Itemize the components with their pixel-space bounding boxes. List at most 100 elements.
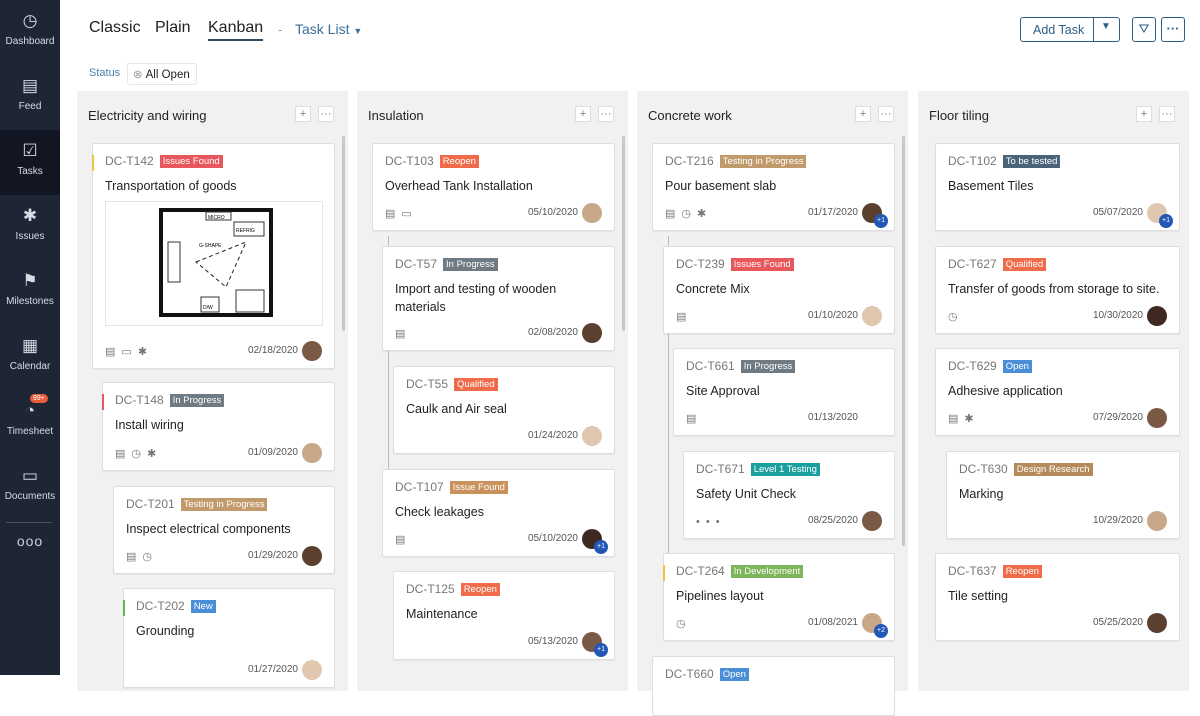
task-title[interactable]: Pour basement slab bbox=[665, 179, 777, 193]
status-badge[interactable]: In Progress bbox=[169, 394, 225, 407]
status-badge[interactable]: Open bbox=[1002, 360, 1032, 373]
more-options-icon[interactable]: ··· bbox=[1161, 17, 1185, 42]
status-badge[interactable]: Qualified bbox=[454, 378, 498, 391]
bug-icon[interactable]: ✱ bbox=[964, 413, 980, 425]
task-card[interactable]: DC-T637 Reopen Tile setting 05/25/2020 bbox=[935, 553, 1180, 641]
more-icon[interactable]: ••• bbox=[696, 516, 726, 528]
task-id[interactable]: DC-T264 bbox=[676, 564, 725, 578]
column-menu-button[interactable]: ··· bbox=[318, 106, 334, 122]
task-title[interactable]: Caulk and Air seal bbox=[406, 402, 507, 416]
task-title[interactable]: Overhead Tank Installation bbox=[385, 179, 533, 193]
feed-icon[interactable]: ▤ bbox=[948, 413, 965, 425]
task-title[interactable]: Inspect electrical components bbox=[126, 522, 291, 536]
clear-filter-icon[interactable]: ⊗ bbox=[133, 69, 143, 81]
task-title[interactable]: Grounding bbox=[136, 624, 195, 638]
task-card[interactable]: DC-T102 To be tested Basement Tiles 05/07/2… bbox=[935, 143, 1180, 231]
status-badge[interactable]: New bbox=[190, 600, 216, 613]
filter-icon[interactable]: ⛛ bbox=[1132, 17, 1156, 42]
assignee-avatar[interactable] bbox=[582, 323, 602, 343]
task-title[interactable]: Maintenance bbox=[406, 607, 478, 621]
more-assignees-badge[interactable]: +1 bbox=[874, 214, 888, 228]
sidebar-item-tasks[interactable]: ☑ Tasks bbox=[0, 130, 60, 195]
task-card[interactable]: DC-T239 Issues Found Concrete Mix ▤ 01/10/20… bbox=[663, 246, 895, 334]
feed-icon[interactable]: ▤ bbox=[665, 208, 682, 220]
feed-icon[interactable]: ▤ bbox=[105, 346, 122, 358]
more-assignees-badge[interactable]: +1 bbox=[594, 643, 608, 657]
task-id[interactable]: DC-T142 bbox=[105, 154, 154, 168]
task-list-dropdown[interactable]: Task List ▼ bbox=[295, 21, 362, 37]
feed-icon[interactable]: ▤ bbox=[686, 413, 703, 425]
task-id[interactable]: DC-T148 bbox=[115, 393, 164, 407]
task-card[interactable]: DC-T660 Open bbox=[652, 656, 895, 716]
add-card-button[interactable]: + bbox=[855, 106, 871, 122]
sidebar-item-calendar[interactable]: ▦ Calendar bbox=[0, 325, 60, 390]
attachment-floorplan-image[interactable]: MICRO REFRIG G-SHAPE D/W bbox=[105, 201, 323, 326]
status-badge[interactable]: Level 1 Testing bbox=[750, 463, 820, 476]
status-badge[interactable]: In Progress bbox=[740, 360, 796, 373]
task-card[interactable]: DC-T671 Level 1 Testing Safety Unit Check •… bbox=[683, 451, 895, 539]
status-badge[interactable]: In Progress bbox=[443, 258, 498, 271]
status-badge[interactable]: To be tested bbox=[1002, 155, 1061, 168]
task-title[interactable]: Check leakages bbox=[395, 505, 484, 519]
bug-icon[interactable]: ✱ bbox=[147, 448, 163, 460]
task-card[interactable]: DC-T661 In Progress Site Approval ▤ 01/13/20… bbox=[673, 348, 895, 436]
task-id[interactable]: DC-T201 bbox=[126, 497, 175, 511]
feed-icon[interactable]: ▤ bbox=[126, 551, 143, 563]
assignee-avatar[interactable] bbox=[862, 511, 882, 531]
status-badge[interactable]: Testing in Progress bbox=[719, 155, 807, 168]
task-id[interactable]: DC-T57 bbox=[395, 257, 438, 271]
feed-icon[interactable]: ▤ bbox=[115, 448, 132, 460]
task-card[interactable]: DC-T125 Reopen Maintenance 05/13/2020 +1 bbox=[393, 571, 615, 660]
status-badge[interactable]: Issues Found bbox=[730, 258, 794, 271]
task-id[interactable]: DC-T125 bbox=[406, 582, 455, 596]
task-title[interactable]: Marking bbox=[959, 487, 1004, 501]
status-badge[interactable]: Reopen bbox=[439, 155, 479, 168]
task-id[interactable]: DC-T102 bbox=[948, 154, 997, 168]
task-title[interactable]: Basement Tiles bbox=[948, 179, 1034, 193]
column-scrollbar[interactable] bbox=[342, 136, 345, 331]
task-id[interactable]: DC-T55 bbox=[406, 377, 449, 391]
assignee-avatar[interactable] bbox=[1147, 408, 1167, 428]
view-kanban[interactable]: Kanban bbox=[208, 19, 264, 41]
task-card[interactable]: DC-T142 Issues Found Transportation of goo… bbox=[92, 143, 335, 369]
status-badge[interactable]: Issue Found bbox=[449, 481, 508, 494]
task-id[interactable]: DC-T239 bbox=[676, 257, 725, 271]
task-id[interactable]: DC-T637 bbox=[948, 564, 997, 578]
assignee-avatar[interactable] bbox=[302, 546, 322, 566]
add-card-button[interactable]: + bbox=[295, 106, 311, 122]
task-id[interactable]: DC-T202 bbox=[136, 599, 185, 613]
task-card[interactable]: DC-T630 Design Research Marking 10/29/2020 bbox=[946, 451, 1180, 539]
task-id[interactable]: DC-T629 bbox=[948, 359, 997, 373]
task-title[interactable]: Concrete Mix bbox=[676, 282, 750, 296]
column-menu-button[interactable]: ··· bbox=[1159, 106, 1175, 122]
sidebar-item-dashboard[interactable]: ◷ Dashboard bbox=[0, 0, 60, 65]
assignee-avatar[interactable] bbox=[1147, 306, 1167, 326]
task-title[interactable]: Site Approval bbox=[686, 384, 760, 398]
task-id[interactable]: DC-T660 bbox=[665, 667, 714, 681]
task-title[interactable]: Pipelines layout bbox=[676, 589, 764, 603]
task-card[interactable]: DC-T627 Qualified Transfer of goods from s… bbox=[935, 246, 1180, 334]
task-card[interactable]: DC-T57 In Progress Import and testing of w… bbox=[382, 246, 615, 351]
add-card-button[interactable]: + bbox=[1136, 106, 1152, 122]
more-assignees-badge[interactable]: +1 bbox=[594, 540, 608, 554]
task-id[interactable]: DC-T630 bbox=[959, 462, 1008, 476]
column-menu-button[interactable]: ··· bbox=[878, 106, 894, 122]
more-assignees-badge[interactable]: +1 bbox=[1159, 214, 1173, 228]
task-card[interactable]: DC-T107 Issue Found Check leakages ▤ 05/10/2… bbox=[382, 469, 615, 557]
task-card[interactable]: DC-T103 Reopen Overhead Tank Installation ▤… bbox=[372, 143, 615, 231]
status-badge[interactable]: Reopen bbox=[460, 583, 500, 596]
feed-icon[interactable]: ▤ bbox=[676, 311, 693, 323]
clock-icon[interactable]: ◷ bbox=[142, 551, 159, 563]
sidebar-item-issues[interactable]: ✱ Issues bbox=[0, 195, 60, 260]
comment-icon[interactable]: ▭ bbox=[121, 346, 138, 358]
task-id[interactable]: DC-T103 bbox=[385, 154, 434, 168]
task-card[interactable]: DC-T216 Testing in Progress Pour basement … bbox=[652, 143, 895, 231]
assignee-avatar[interactable] bbox=[302, 443, 322, 463]
status-badge[interactable]: Design Research bbox=[1013, 463, 1093, 476]
status-filter-chip[interactable]: ⊗ All Open bbox=[127, 63, 197, 85]
assignee-avatar[interactable] bbox=[582, 203, 602, 223]
task-title[interactable]: Adhesive application bbox=[948, 384, 1063, 398]
sidebar-item-documents[interactable]: ▭ Documents bbox=[0, 455, 60, 520]
feed-icon[interactable]: ▤ bbox=[385, 208, 402, 220]
task-title[interactable]: Transfer of goods from storage to site. bbox=[948, 282, 1160, 296]
